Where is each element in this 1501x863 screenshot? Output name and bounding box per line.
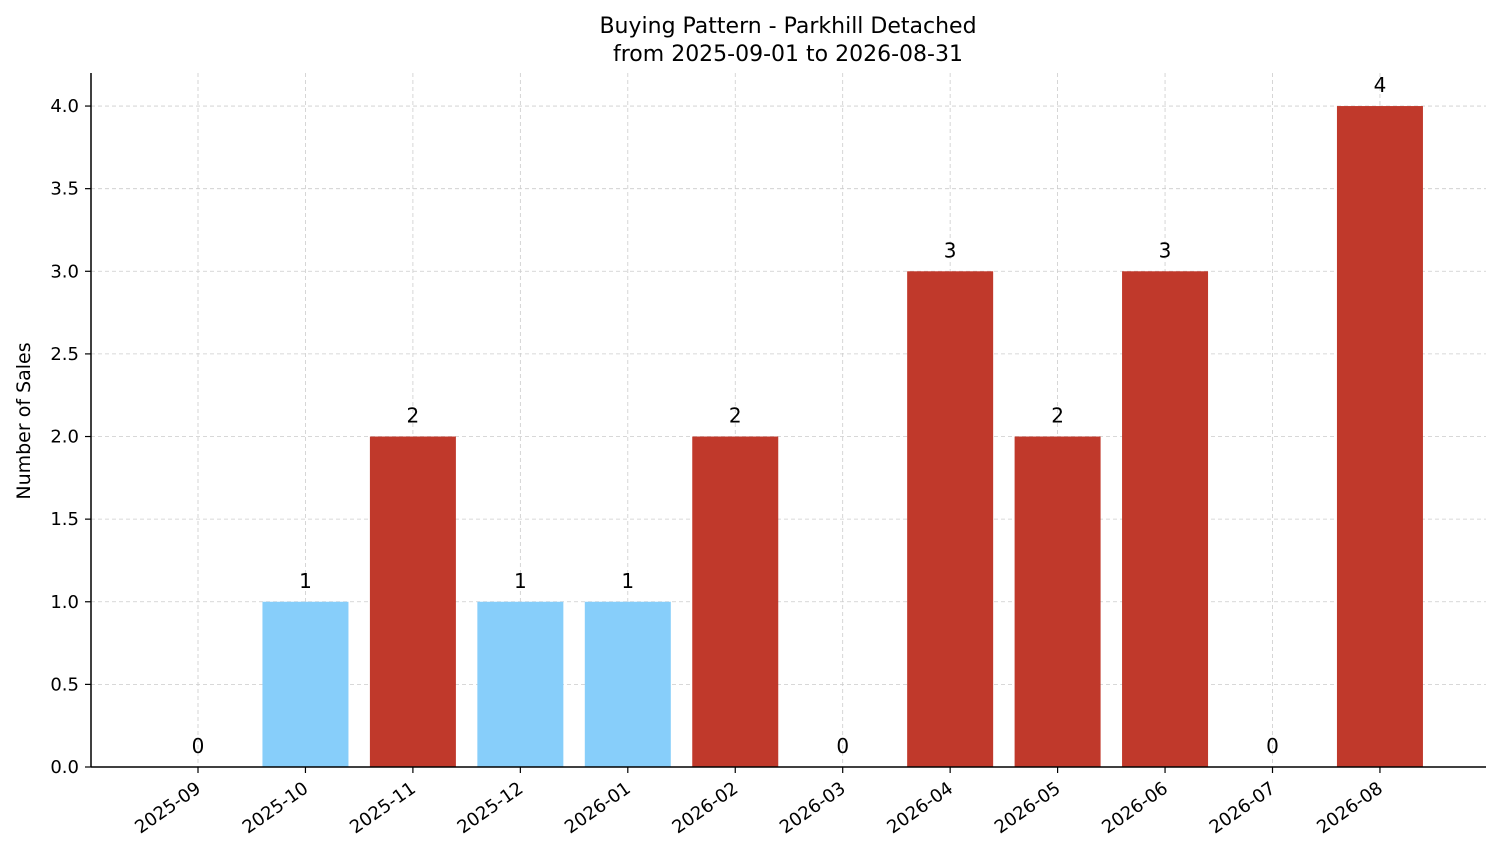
x-tick-label: 2026-01 <box>561 778 635 838</box>
x-tick-label: 2026-08 <box>1313 778 1387 838</box>
y-tick-label: 0.5 <box>50 674 79 695</box>
bar-value-label: 0 <box>1266 734 1279 758</box>
y-tick-label: 1.0 <box>50 592 79 613</box>
chart-subtitle: from 2025-09-01 to 2026-08-31 <box>613 42 963 67</box>
bar-value-label: 0 <box>836 734 849 758</box>
bar-value-label: 1 <box>514 569 527 593</box>
bar-2026-06 <box>1122 271 1209 767</box>
x-tick-label: 2026-03 <box>776 778 850 838</box>
bar-2026-08 <box>1336 106 1423 768</box>
bar-2026-02 <box>692 436 779 767</box>
chart-title: Buying Pattern - Parkhill Detached <box>599 14 976 39</box>
y-tick-label: 2.5 <box>50 344 79 365</box>
bar-value-label: 1 <box>299 569 312 593</box>
y-tick-label: 0.0 <box>50 757 79 778</box>
bar-value-label: 4 <box>1374 73 1387 97</box>
bars <box>262 106 1423 768</box>
bar-value-label: 2 <box>1051 404 1064 428</box>
bar-2025-12 <box>477 601 564 767</box>
x-tick-label: 2025-12 <box>454 778 528 838</box>
bar-value-label: 3 <box>1159 238 1172 262</box>
y-tick-label: 4.0 <box>50 96 79 117</box>
x-tick-label: 2026-07 <box>1206 778 1280 838</box>
y-tick-label: 3.5 <box>50 179 79 200</box>
bar-value-label: 0 <box>192 734 205 758</box>
bar-2026-04 <box>907 271 994 767</box>
x-tick-label: 2026-05 <box>991 778 1065 838</box>
x-tick-label: 2026-06 <box>1098 778 1172 838</box>
bar-2026-05 <box>1014 436 1101 767</box>
bar-2026-01 <box>584 601 671 767</box>
x-ticks: 2025-09 2025-10 2025-11 2025-12 2026-01 2026-… <box>131 767 1387 838</box>
x-tick-label: 2025-09 <box>131 778 205 838</box>
bar-2025-10 <box>262 601 349 767</box>
bar-value-label: 2 <box>729 404 742 428</box>
y-tick-label: 3.0 <box>50 261 79 282</box>
x-tick-label: 2026-02 <box>668 778 742 838</box>
bar-value-labels: 0 1 2 1 1 2 0 3 2 3 0 4 <box>192 73 1387 758</box>
y-tick-label: 1.5 <box>50 509 79 530</box>
bar-2025-11 <box>369 436 456 767</box>
y-tick-label: 2.0 <box>50 427 79 448</box>
bar-value-label: 1 <box>621 569 634 593</box>
x-tick-label: 2025-10 <box>239 778 313 838</box>
bar-value-label: 2 <box>407 404 420 428</box>
x-tick-label: 2025-11 <box>346 778 420 838</box>
x-tick-label: 2026-04 <box>883 778 957 838</box>
y-ticks: 0.0 0.5 1.0 1.5 2.0 2.5 3.0 3.5 4.0 <box>50 96 91 778</box>
y-axis-label: Number of Sales <box>13 342 35 499</box>
bar-value-label: 3 <box>944 238 957 262</box>
